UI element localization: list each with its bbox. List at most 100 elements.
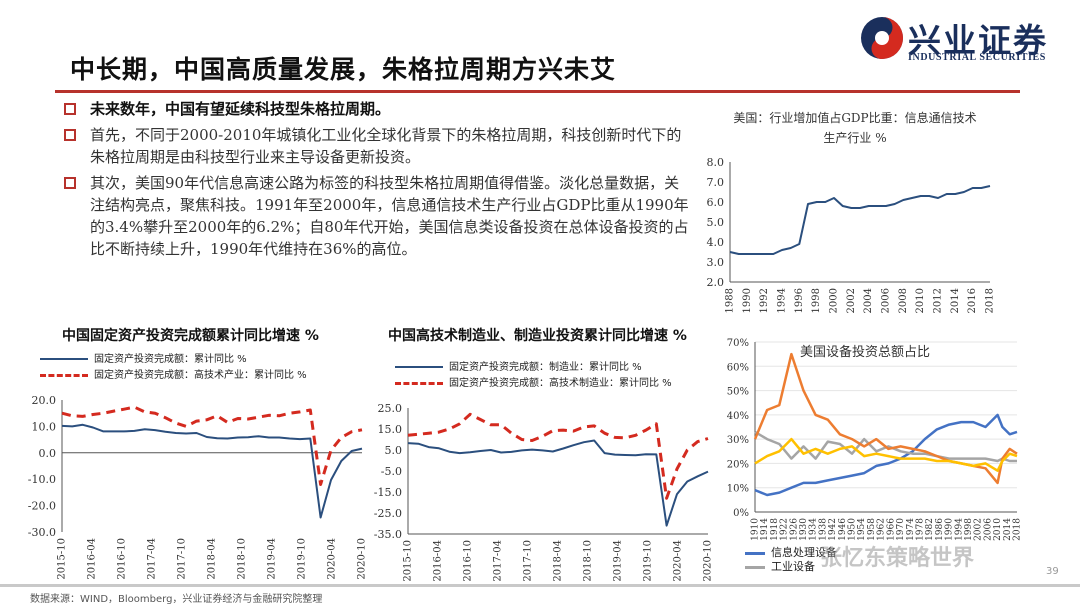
chart-title-us-equip: 美国设备投资总额占比 <box>800 345 931 360</box>
legend-label: 信息处理设备 <box>771 546 837 559</box>
chart-legend-cn-hitech: 固定资产投资完成额：制造业：累计同比 % 固定资产投资完成额：高技术制造业：累计… <box>395 360 672 392</box>
x-tick-label: 1938 <box>818 518 828 541</box>
bullet-text: 首先，不同于2000-2010年城镇化工业化全球化背景下的朱格拉周期，科技创新时… <box>90 126 682 166</box>
legend-item: 工业设备 <box>745 560 837 574</box>
y-tick-label: 7.0 <box>707 176 725 189</box>
x-tick-label: 1970 <box>896 518 906 541</box>
x-tick-label: 1974 <box>906 518 916 541</box>
y-tick-label: 40% <box>727 411 749 422</box>
bullet-text: 其次，美国90年代信息高速公路为标签的科技型朱格拉周期值得借鉴。淡化总量数据，关… <box>90 174 689 258</box>
y-tick-label: -15.0 <box>374 486 402 499</box>
y-tick-label: 30% <box>727 435 749 446</box>
bullet-item: 首先，不同于2000-2010年城镇化工业化全球化背景下的朱格拉周期，科技创新时… <box>62 124 690 168</box>
y-tick-label: 5.0 <box>707 216 725 229</box>
y-tick-label: 20% <box>727 459 749 470</box>
chart-us-ict-gdp: 2.0 3.0 4.0 5.0 6.0 7.0 8.0 1988 1990 1992 1994 199… <box>707 156 996 313</box>
legend-label: 固定资产投资完成额：累计同比 % <box>94 354 247 365</box>
series-line-3 <box>754 437 1018 472</box>
y-tick-label: 50% <box>727 387 749 398</box>
y-tick-label: 25.0 <box>378 402 403 415</box>
legend-item: 固定资产投资完成额：高技术产业：累计同比 % <box>40 368 307 384</box>
x-tick-label: 1934 <box>809 518 819 541</box>
y-tick-label: 15.0 <box>378 423 403 436</box>
chart-title-us-ict: 美国：行业增加值占GDP比重：信息通信技术生产行业 % <box>733 111 977 145</box>
y-tick-label: 4.0 <box>707 236 725 249</box>
x-tick-label: 2016-04 <box>433 540 444 582</box>
x-tick-label: 1914 <box>760 518 770 541</box>
x-tick-label: 1918 <box>770 518 780 541</box>
logo-text-en: INDUSTRIAL SECURITIES <box>908 52 1046 63</box>
x-tick-label: 1988 <box>725 288 736 313</box>
x-tick-label: 2015-10 <box>57 538 68 580</box>
logo-text-cn: 兴业证券 <box>908 21 1048 60</box>
legend-label: 固定资产投资完成额：制造业：累计同比 % <box>449 362 642 373</box>
x-tick-label: 1994 <box>777 288 788 313</box>
x-tick-label: 1998 <box>964 518 974 541</box>
x-tick-label: 1998 <box>811 288 822 313</box>
x-tick-label: 1982 <box>925 518 935 541</box>
chart-legend-us-equip: 信息处理设备 工业设备 <box>745 546 837 574</box>
chart-legend-cn-fai: 固定资产投资完成额：累计同比 % 固定资产投资完成额：高技术产业：累计同比 % <box>40 352 307 384</box>
legend-label: 固定资产投资完成额：高技术产业：累计同比 % <box>94 370 307 381</box>
x-tick-label: 2016-10 <box>117 538 128 580</box>
x-tick-label: 1992 <box>759 288 770 313</box>
legend-swatch <box>40 358 88 360</box>
footer-bar <box>0 584 1080 587</box>
x-tick-label: 1926 <box>789 518 799 541</box>
y-tick-label: 60% <box>727 362 749 373</box>
x-tick-label: 2016-04 <box>87 538 98 580</box>
x-tick-label: 1966 <box>886 518 896 541</box>
bullet-item: 其次，美国90年代信息高速公路为标签的科技型朱格拉周期值得借鉴。淡化总量数据，关… <box>62 172 690 260</box>
x-tick-label: 2017-10 <box>523 540 534 582</box>
y-tick-label: -20.0 <box>28 500 56 513</box>
y-tick-label: -5.0 <box>381 465 402 478</box>
bullet-item: 未来数年，中国有望延续科技型朱格拉周期。 <box>62 98 690 120</box>
x-tick-label: 1996 <box>794 288 805 313</box>
legend-swatch <box>395 366 443 368</box>
x-tick-label: 1910 <box>751 518 761 541</box>
x-tick-label: 2017-10 <box>177 538 188 580</box>
legend-label: 工业设备 <box>771 560 815 573</box>
x-tick-label: 1958 <box>867 518 877 541</box>
series-line-1 <box>61 405 363 486</box>
x-tick-label: 2006 <box>983 518 993 541</box>
watermark-text: 张忆东策略世界 <box>820 546 975 571</box>
chart-title-cn-fai: 中国固定资产投资完成额累计同比增速 % <box>62 328 319 344</box>
series-line-2 <box>753 352 1018 485</box>
x-tick-label: 1986 <box>935 518 945 541</box>
x-tick-label: 2020-04 <box>327 538 338 580</box>
footer-source: 数据来源：WIND，Bloomberg，兴业证券经济与金融研究院整理 <box>30 594 323 605</box>
x-tick-label: 2014 <box>950 288 961 313</box>
legend-swatch <box>40 373 88 377</box>
x-tick-label: 2018-10 <box>237 538 248 580</box>
y-tick-label: -35.0 <box>374 528 402 541</box>
legend-label: 固定资产投资完成额：高技术制造业：累计同比 % <box>449 378 672 389</box>
x-tick-label: 1990 <box>742 288 753 313</box>
chart-us-equip-share: 70%60%50%40%30%20%10%0%1910 1914 1918 1922 1… <box>727 338 1023 541</box>
y-tick-label: 0.0 <box>39 447 57 460</box>
x-tick-label: 1954 <box>857 518 867 541</box>
page-title: 中长期，中国高质量发展，朱格拉周期方兴未艾 <box>70 55 617 84</box>
bullet-list: 未来数年，中国有望延续科技型朱格拉周期。 首先，不同于2000-2010年城镇化… <box>62 98 690 264</box>
x-tick-label: 2020-04 <box>673 540 684 582</box>
x-tick-label: 2018-04 <box>553 540 564 582</box>
legend-swatch <box>745 565 765 569</box>
y-tick-label: -25.0 <box>374 507 402 520</box>
x-tick-label: 2012 <box>933 288 944 313</box>
y-tick-label: 3.0 <box>707 256 725 269</box>
y-tick-label: 2.0 <box>707 276 725 289</box>
x-tick-label: 1930 <box>799 518 809 541</box>
y-tick-label: 0% <box>733 508 749 519</box>
x-tick-label: 1994 <box>954 518 964 541</box>
x-tick-label: 2010 <box>993 518 1003 541</box>
y-tick-label: 20.0 <box>32 394 57 407</box>
x-tick-label: 2018-04 <box>207 538 218 580</box>
x-tick-label: 2019-04 <box>267 538 278 580</box>
x-tick-label: 2014 <box>1003 518 1013 541</box>
y-tick-label: 6.0 <box>707 196 725 209</box>
bullet-square-icon <box>64 177 76 189</box>
y-tick-label: -30.0 <box>28 526 56 539</box>
x-tick-label: 2018-10 <box>583 540 594 582</box>
x-tick-label: 2004 <box>863 288 874 313</box>
x-tick-label: 2006 <box>881 288 892 313</box>
